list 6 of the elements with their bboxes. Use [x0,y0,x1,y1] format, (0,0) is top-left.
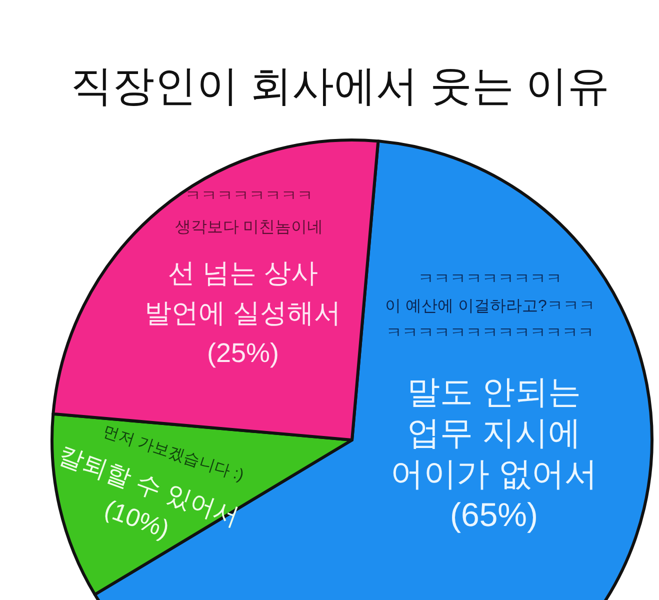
annotation: 이 예산에 이걸하라고?ㅋㅋㅋ [385,298,595,315]
title: 직장인이 회사에서 웃는 이유 [70,62,610,109]
annotation: ㅋㅋㅋㅋㅋㅋㅋㅋ [185,188,313,205]
annotation: ㅋㅋㅋㅋㅋㅋㅋㅋㅋㅋㅋㅋㅋ [386,325,594,342]
annotation: 생각보다 미친놈이네 [174,219,324,236]
annotation: ㅋㅋㅋㅋㅋㅋㅋㅋㅋ [418,271,562,288]
